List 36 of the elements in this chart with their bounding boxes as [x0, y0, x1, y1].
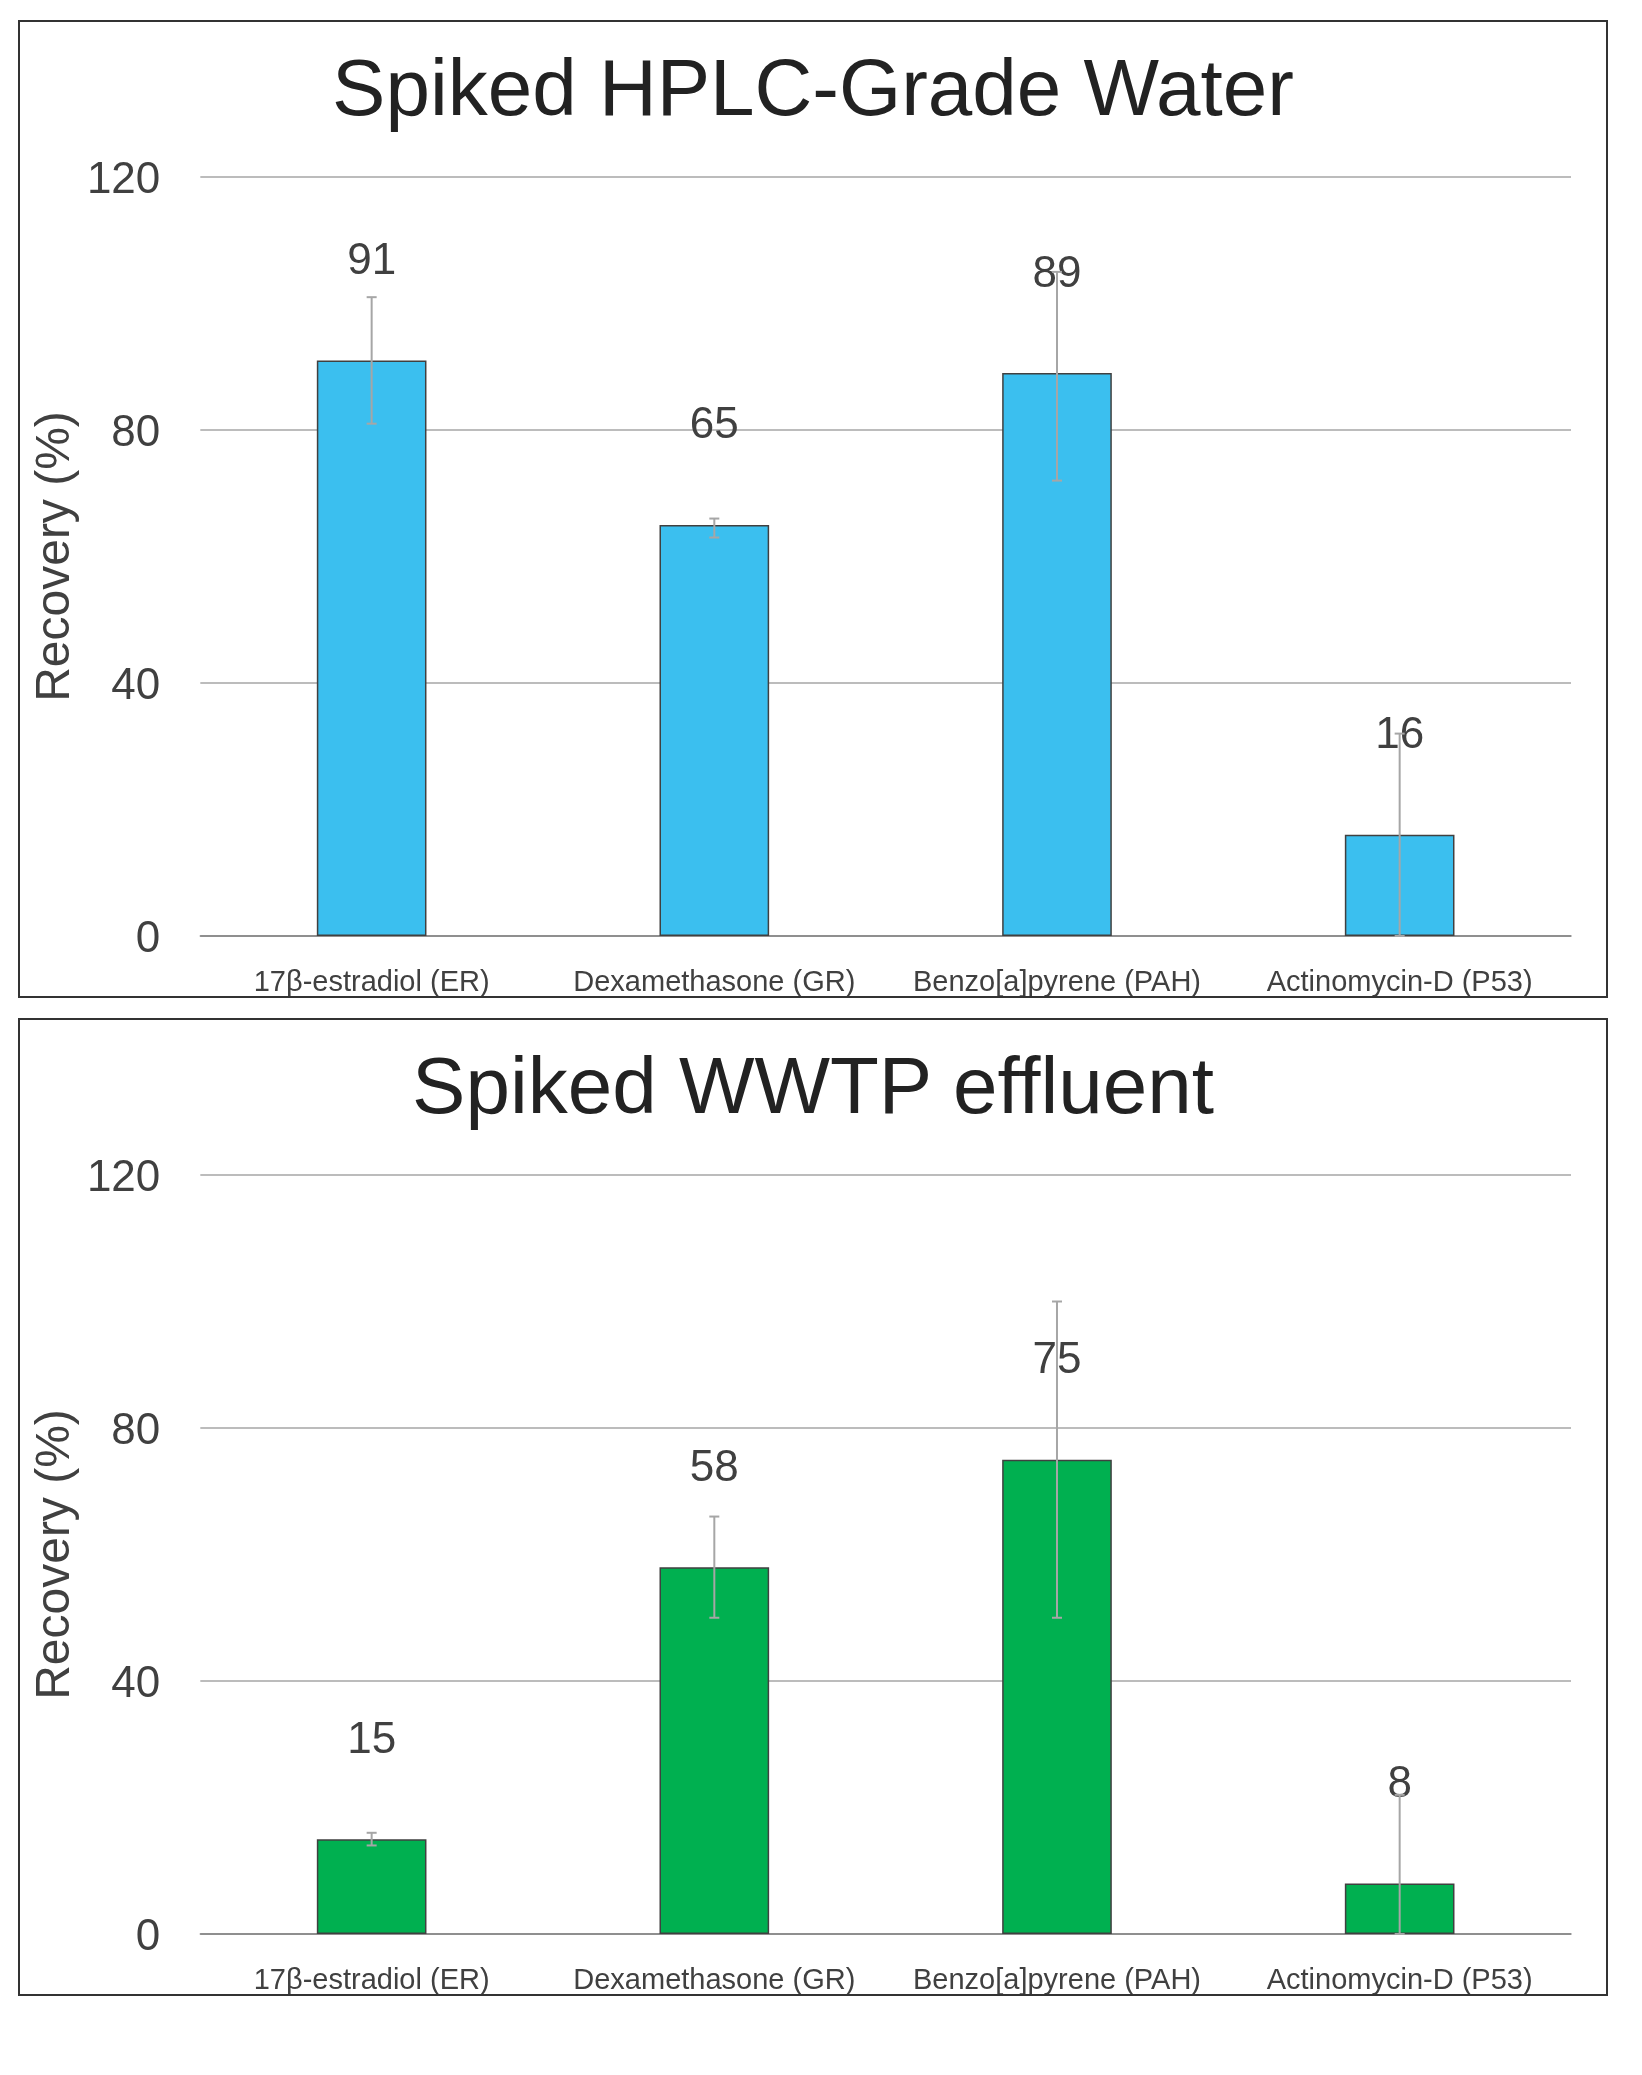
data-label: 15: [347, 1712, 397, 1762]
bar: [659, 524, 770, 936]
data-label: 16: [1375, 708, 1425, 758]
data-label: 65: [689, 398, 739, 448]
y-tick-label: 80: [111, 1403, 161, 1453]
x-tick-label: Actinomycin-D (P53): [1266, 1962, 1533, 1995]
bar: [1002, 373, 1112, 936]
x-tick-label: Actinomycin-D (P53): [1266, 964, 1533, 997]
bar: [316, 1839, 427, 1934]
y-tick-label: 40: [111, 1656, 161, 1706]
y-tick-label: 120: [86, 1150, 161, 1200]
x-tick-label: Dexamethasone (GR): [573, 1962, 856, 1995]
x-tick-label: Dexamethasone (GR): [573, 964, 856, 997]
data-label: 8: [1387, 1756, 1412, 1806]
bar: [1344, 1883, 1455, 1934]
y-axis-title: Recovery (%): [25, 1409, 79, 1700]
bar: [1002, 1459, 1112, 1934]
y-tick-label: 80: [111, 405, 161, 455]
chart-title: Spiked HPLC-Grade Water: [332, 42, 1294, 132]
data-label: 58: [689, 1440, 739, 1490]
y-tick-label: 40: [111, 658, 161, 708]
y-tick-label: 0: [135, 911, 161, 961]
y-tick-label: 0: [135, 1909, 161, 1959]
y-tick-label: 120: [86, 152, 161, 202]
x-tick-label: 17β-estradiol (ER): [253, 1962, 490, 1995]
y-axis-title: Recovery (%): [25, 411, 79, 702]
chart-title: Spiked WWTP effluent: [412, 1040, 1214, 1130]
data-label: 75: [1032, 1333, 1082, 1383]
x-tick-label: 17β-estradiol (ER): [253, 964, 490, 997]
data-label: 89: [1032, 246, 1082, 296]
bar: [316, 360, 427, 936]
data-label: 91: [347, 233, 397, 283]
x-tick-label: Benzo[a]pyrene (PAH): [912, 964, 1201, 997]
bar: [659, 1567, 770, 1934]
x-tick-label: Benzo[a]pyrene (PAH): [912, 1962, 1201, 1995]
bar: [1344, 834, 1455, 936]
